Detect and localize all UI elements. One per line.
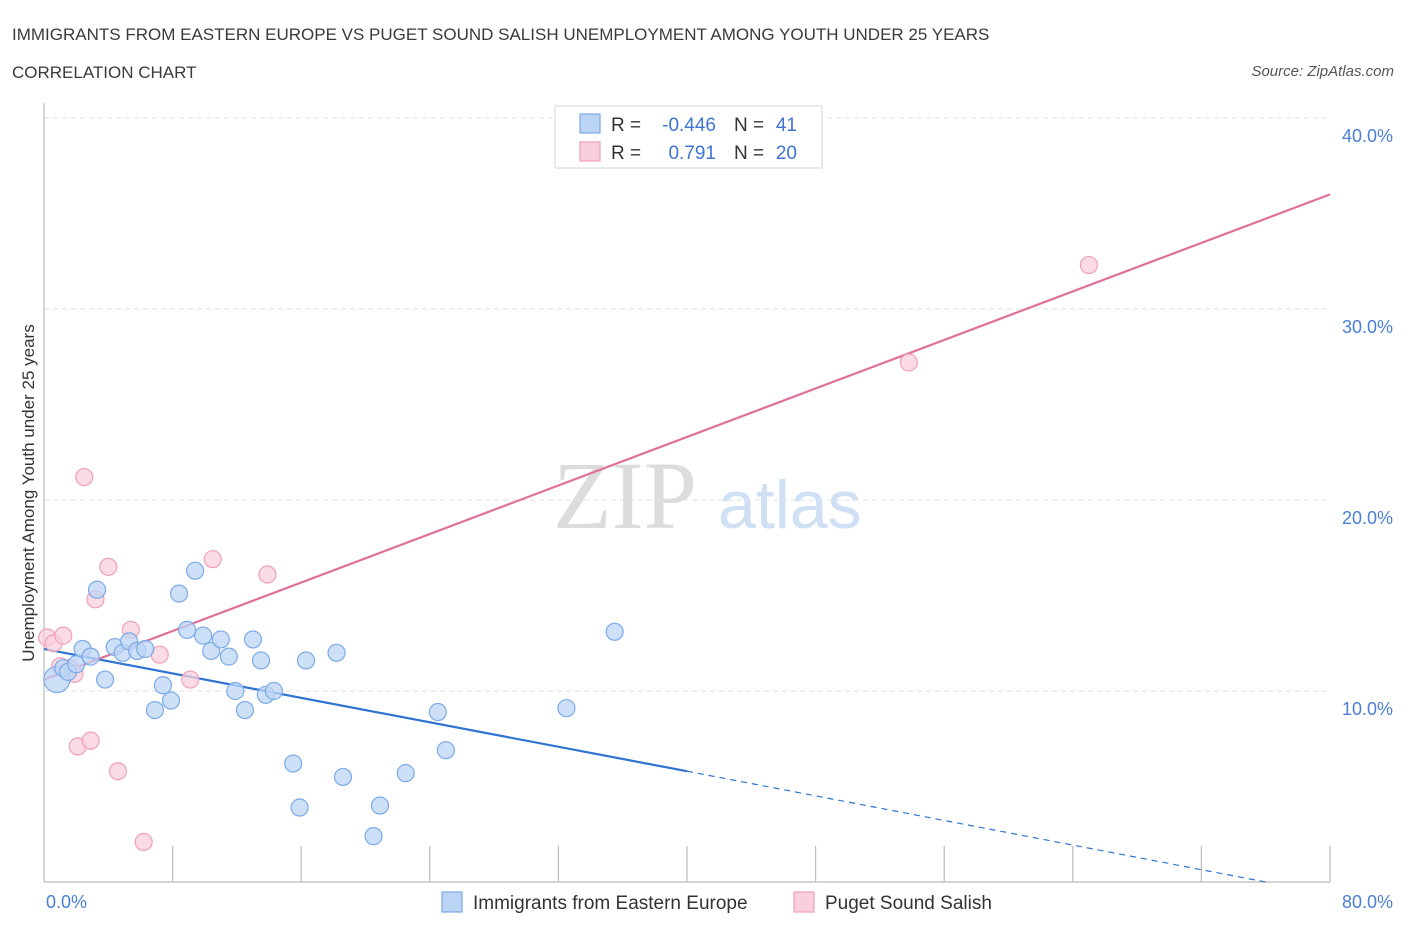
x-tick-label: 0.0% bbox=[46, 892, 87, 912]
data-points bbox=[38, 255, 1098, 851]
point-immigrants bbox=[211, 630, 230, 649]
point-immigrants bbox=[264, 681, 283, 701]
point-immigrants bbox=[327, 643, 346, 662]
legend-label-salish: Puget Sound Salish bbox=[825, 893, 992, 914]
point-salish bbox=[54, 626, 73, 645]
stats-n-label-salish: N = bbox=[734, 143, 764, 164]
y-axis-title: Unemployment Among Youth under 25 years bbox=[19, 324, 38, 661]
point-immigrants bbox=[235, 700, 255, 720]
point-immigrants bbox=[186, 561, 205, 580]
x-tick-label: 80.0% bbox=[1342, 892, 1393, 912]
point-salish bbox=[99, 557, 118, 576]
gridlines bbox=[44, 117, 1330, 692]
stats-n-value-immigrants: 41 bbox=[776, 115, 797, 136]
point-immigrants bbox=[161, 691, 181, 710]
stats-swatch-immigrants bbox=[579, 113, 601, 134]
point-immigrants bbox=[226, 681, 245, 701]
point-immigrants bbox=[87, 580, 107, 599]
point-immigrants bbox=[81, 647, 100, 666]
chart-subtitle: CORRELATION CHART bbox=[12, 63, 197, 82]
point-immigrants bbox=[251, 651, 271, 670]
point-salish bbox=[181, 670, 200, 689]
y-tick-label: 20.0% bbox=[1342, 508, 1393, 528]
tick-labels: 10.0% 20.0% 30.0% 40.0% 0.0% 80.0% bbox=[46, 126, 1393, 912]
point-salish bbox=[108, 762, 128, 781]
source-label: Source: ZipAtlas.com bbox=[1251, 63, 1394, 80]
stats-r-value-immigrants: -0.446 bbox=[662, 115, 716, 136]
point-immigrants bbox=[296, 651, 316, 670]
point-immigrants bbox=[153, 676, 173, 695]
point-immigrants bbox=[370, 796, 390, 815]
y-tick-label: 40.0% bbox=[1342, 126, 1393, 146]
watermark-atlas: atlas bbox=[718, 467, 862, 543]
point-salish bbox=[81, 731, 100, 750]
point-immigrants bbox=[428, 702, 447, 722]
point-immigrants bbox=[136, 639, 155, 659]
point-immigrants bbox=[169, 584, 189, 603]
point-salish bbox=[203, 550, 222, 569]
point-immigrants bbox=[284, 754, 303, 773]
point-immigrants bbox=[219, 647, 238, 666]
y-tick-label: 10.0% bbox=[1342, 699, 1393, 719]
stats-swatch-salish bbox=[579, 141, 601, 162]
point-immigrants bbox=[145, 700, 165, 720]
point-immigrants bbox=[290, 798, 309, 817]
point-salish bbox=[1079, 255, 1098, 275]
point-salish bbox=[899, 353, 918, 372]
watermark: ZIP atlas bbox=[553, 442, 862, 549]
point-salish bbox=[134, 832, 153, 851]
stats-r-label-immigrants: R = bbox=[611, 115, 641, 136]
point-immigrants bbox=[396, 764, 415, 783]
legend-swatch-salish bbox=[793, 891, 815, 913]
point-immigrants bbox=[177, 620, 197, 639]
point-immigrants bbox=[95, 670, 115, 689]
point-immigrants bbox=[557, 699, 576, 718]
trend-line-extension-0 bbox=[686, 770, 1266, 883]
stats-n-label-immigrants: N = bbox=[734, 115, 764, 136]
trend-lines bbox=[43, 193, 1331, 883]
legend-label-immigrants: Immigrants from Eastern Europe bbox=[473, 893, 748, 914]
point-salish bbox=[75, 467, 94, 487]
point-immigrants bbox=[364, 827, 383, 846]
point-immigrants bbox=[333, 767, 353, 787]
legend-swatch-immigrants bbox=[441, 891, 463, 913]
stats-r-label-salish: R = bbox=[611, 143, 641, 164]
point-immigrants bbox=[605, 622, 624, 641]
point-immigrants bbox=[436, 741, 455, 760]
series-legend: Immigrants from Eastern Europe Puget Sou… bbox=[441, 891, 992, 914]
y-tick-label: 30.0% bbox=[1342, 317, 1393, 337]
stats-r-value-salish: 0.791 bbox=[668, 143, 716, 164]
axes bbox=[43, 103, 1331, 883]
point-immigrants bbox=[243, 630, 263, 649]
trend-line-1 bbox=[43, 193, 1331, 681]
point-immigrants bbox=[67, 655, 86, 674]
point-immigrants bbox=[194, 626, 213, 645]
point-salish bbox=[258, 565, 277, 584]
trend-line-0 bbox=[43, 647, 688, 773]
stats-n-value-salish: 20 bbox=[776, 143, 797, 164]
stats-legend: R = -0.446 N = 41 R = 0.791 N = 20 bbox=[554, 105, 823, 169]
watermark-zip: ZIP bbox=[553, 442, 697, 549]
chart-title: IMMIGRANTS FROM EASTERN EUROPE VS PUGET … bbox=[12, 25, 989, 44]
